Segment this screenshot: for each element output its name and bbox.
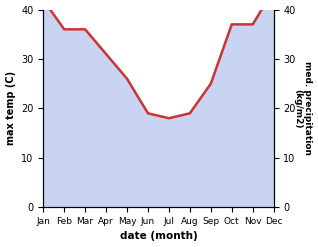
Y-axis label: med. precipitation
(kg/m2): med. precipitation (kg/m2) xyxy=(293,61,313,155)
Y-axis label: max temp (C): max temp (C) xyxy=(5,71,16,145)
X-axis label: date (month): date (month) xyxy=(120,231,197,242)
